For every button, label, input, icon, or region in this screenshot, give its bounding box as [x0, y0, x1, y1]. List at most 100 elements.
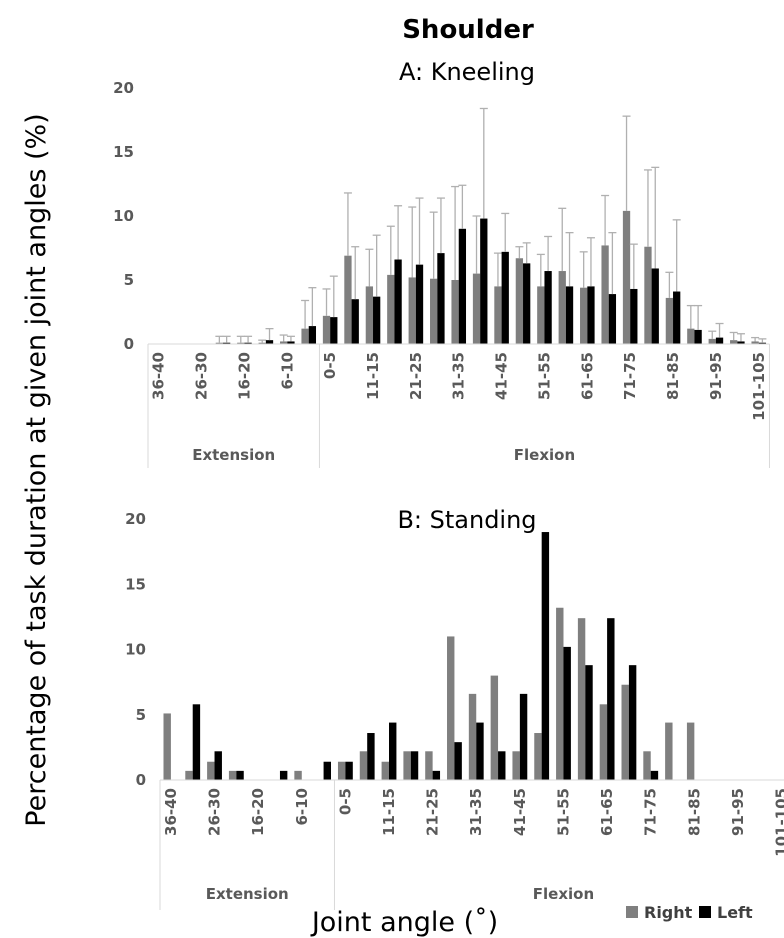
- bar-right: [622, 210, 631, 344]
- x-tick-label: 16-20: [235, 352, 253, 400]
- x-tick-label: 11-15: [364, 352, 382, 400]
- bar-right: [365, 286, 374, 344]
- bar-left: [628, 665, 637, 780]
- bar-left: [351, 299, 359, 344]
- legend-label-right: Right: [644, 903, 693, 922]
- y-tick-label: 5: [136, 706, 146, 724]
- x-tick-label: 36-40: [150, 352, 168, 400]
- bar-right: [751, 341, 759, 344]
- legend-label-left: Left: [717, 903, 753, 922]
- legend: Right Left: [626, 903, 753, 922]
- bar-right: [621, 684, 629, 780]
- bar-left: [373, 296, 381, 344]
- x-tick-label: 101-105: [773, 788, 784, 857]
- bar-left: [608, 294, 617, 344]
- bar-right: [408, 277, 416, 344]
- x-tick-label: 71-75: [621, 352, 639, 400]
- x-tick-label: 101-105: [750, 352, 768, 421]
- bar-left: [244, 342, 252, 344]
- bar-right: [472, 273, 481, 344]
- bar-right: [425, 751, 433, 780]
- bar-left: [214, 751, 222, 780]
- bar-left: [437, 253, 445, 344]
- x-tick-label: 51-55: [535, 352, 553, 400]
- bar-left: [758, 342, 767, 344]
- bar-right: [577, 618, 586, 780]
- bar-left: [265, 340, 274, 344]
- bar-right: [237, 342, 245, 344]
- bar-left: [523, 263, 531, 344]
- bar-left: [389, 722, 397, 780]
- y-tick-label: 10: [113, 207, 134, 225]
- bar-right: [599, 704, 608, 780]
- x-tick-label: 61-65: [598, 788, 616, 836]
- bar-right: [228, 770, 237, 780]
- bar-left: [308, 326, 317, 344]
- x-tick-label: 0-5: [321, 352, 339, 379]
- bar-right: [644, 246, 652, 344]
- bar-left: [410, 751, 419, 780]
- bar-left: [279, 770, 288, 780]
- bar-right: [185, 770, 193, 780]
- x-tick-label: 26-30: [193, 352, 211, 400]
- y-tick-label: 10: [125, 641, 146, 659]
- bar-left: [585, 665, 593, 780]
- bar-left: [394, 259, 402, 344]
- bar-left: [480, 218, 488, 344]
- group-label-flexion: Flexion: [514, 446, 575, 464]
- bar-left: [715, 337, 724, 344]
- group-label-flexion: Flexion: [533, 885, 594, 903]
- bar-right: [490, 675, 499, 780]
- bar-left: [607, 618, 615, 780]
- bar-right: [512, 751, 520, 780]
- bar-right: [337, 761, 346, 780]
- x-tick-label: 91-95: [729, 788, 747, 836]
- x-tick-label: 71-75: [642, 788, 660, 836]
- bar-right: [730, 340, 738, 344]
- group-label-extension: Extension: [192, 446, 275, 464]
- x-tick-label: 31-35: [467, 788, 485, 836]
- bar-left: [544, 271, 552, 344]
- bar-left: [367, 733, 375, 780]
- bar-right: [494, 286, 502, 344]
- bar-left: [673, 291, 681, 344]
- bar-right: [430, 278, 438, 344]
- bar-right: [215, 342, 224, 344]
- x-tick-label: 11-15: [380, 788, 398, 836]
- bar-right: [708, 338, 716, 344]
- bar-right: [258, 342, 266, 344]
- x-tick-label: 0-5: [336, 788, 354, 815]
- y-tick-label: 15: [125, 575, 146, 593]
- y-tick-label: 20: [113, 79, 134, 97]
- chart-title: A: Kneeling: [399, 58, 535, 86]
- bar-left: [694, 329, 702, 344]
- legend-swatch-right: [626, 906, 638, 918]
- bar-right: [534, 733, 542, 780]
- bar-left: [223, 342, 231, 344]
- bar-right: [387, 274, 395, 344]
- y-tick-label: 0: [124, 335, 134, 353]
- standing-chart: B: Standing 0 5 10 15 20 36-40 26-30 16-20 6-10 0…: [125, 506, 784, 910]
- bar-right: [451, 280, 459, 344]
- bar-left: [330, 317, 338, 344]
- bar-right: [468, 693, 477, 780]
- x-tick-label: 36-40: [162, 788, 180, 836]
- x-tick-label: 91-95: [707, 352, 725, 400]
- bar-right: [294, 770, 302, 780]
- bar-right: [344, 255, 352, 344]
- bar-left: [519, 693, 528, 780]
- bar-left: [192, 704, 201, 780]
- bar-right: [556, 607, 564, 780]
- bar-right: [403, 751, 411, 780]
- bar-left: [737, 341, 745, 344]
- y-axis-label: Percentage of task duration at given joi…: [21, 113, 52, 826]
- chart-title: B: Standing: [397, 506, 536, 534]
- bar-left: [287, 341, 295, 344]
- bar-right: [207, 761, 215, 780]
- x-tick-label: 6-10: [293, 788, 311, 826]
- bar-right: [447, 636, 455, 780]
- x-tick-label: 16-20: [249, 788, 267, 836]
- x-tick-label: 41-45: [511, 788, 529, 836]
- x-tick-label: 81-85: [664, 352, 682, 400]
